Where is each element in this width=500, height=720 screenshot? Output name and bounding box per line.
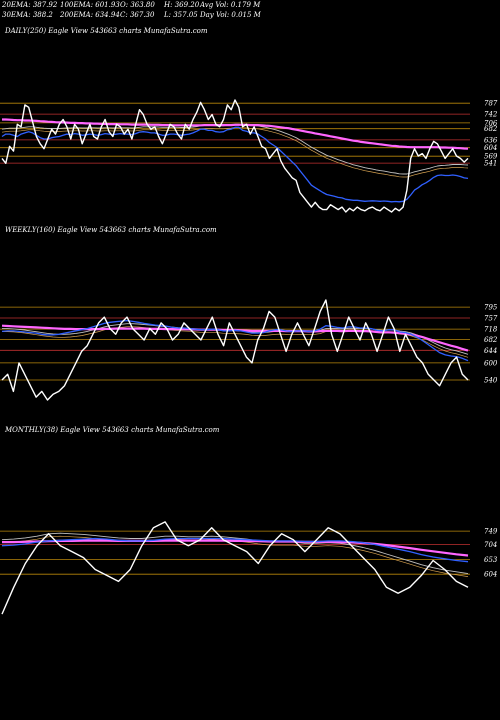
daily-ema-long-line: [2, 118, 469, 150]
weekly-ema-short-line: [1, 319, 469, 362]
weekly-level-label: 718: [484, 326, 498, 334]
open-label: O: 363.80: [120, 1, 155, 9]
daily-ema-short-line: [1, 126, 469, 203]
daily-price-line: [1, 99, 469, 213]
monthly-level-label: 749: [484, 528, 498, 536]
header-row2: 30EMA: 388.2 200EMA: 634.94 C: 367.30 L:…: [2, 11, 261, 19]
ema20-label: 20EMA: 387.92: [2, 1, 58, 9]
monthly-level-label: 704: [484, 541, 497, 549]
monthly-level-label: 653: [484, 556, 498, 564]
ema200-label: 200EMA: 634.94: [60, 11, 120, 19]
low-label: L: 357.05: [164, 11, 198, 19]
close-label: C: 367.30: [120, 11, 155, 19]
monthly-panel-title: MONTHLY(38) Eagle View 543663 charts Mun…: [5, 426, 220, 434]
header-row1: 20EMA: 387.92 100EMA: 601.93 O: 363.80 H…: [2, 1, 260, 9]
high-label: H: 369.20: [164, 1, 200, 9]
weekly-level-label: 757: [484, 315, 498, 323]
ema30-label: 30EMA: 388.2: [2, 11, 53, 19]
weekly-level-label: 682: [484, 336, 498, 344]
daily-level-label: 742: [484, 111, 498, 119]
day-vol-label: Day Vol: 0.015 M: [200, 11, 261, 19]
monthly-ema-mid-band-line: [1, 535, 469, 577]
avg-vol-label: Avg Vol: 0.179 M: [200, 1, 261, 9]
daily-level-label: 706: [484, 119, 498, 127]
weekly-panel-title: WEEKLY(160) Eagle View 543663 charts Mun…: [5, 226, 217, 234]
weekly-level-label: 795: [484, 304, 498, 312]
monthly-ema-long-line: [2, 539, 469, 557]
monthly-panel: 749 704 653 604: [0, 521, 498, 615]
monthly-level-label: 604: [484, 571, 497, 579]
weekly-level-label: 600: [484, 359, 498, 367]
daily-panel-title: DAILY(250) Eagle View 543663 charts Muna…: [5, 27, 208, 35]
ema100-label: 100EMA: 601.93: [60, 1, 120, 9]
weekly-panel: 795 757 718 682 644 600 540: [0, 299, 498, 401]
weekly-level-label: 540: [484, 377, 498, 385]
weekly-level-label: 644: [484, 347, 497, 355]
monthly-ema-mid-line: [1, 532, 469, 575]
daily-ema-mid-line: [1, 123, 469, 175]
daily-level-label: 541: [484, 160, 497, 168]
monthly-price-line: [1, 521, 469, 615]
daily-level-label: 569: [484, 153, 498, 161]
daily-level-label: 682: [484, 125, 498, 133]
daily-level-label: 636: [484, 136, 498, 144]
daily-level-label: 604: [484, 144, 497, 152]
daily-level-label: 787: [484, 100, 498, 108]
monthly-ema-short-line: [1, 537, 469, 563]
weekly-price-line: [1, 299, 469, 401]
